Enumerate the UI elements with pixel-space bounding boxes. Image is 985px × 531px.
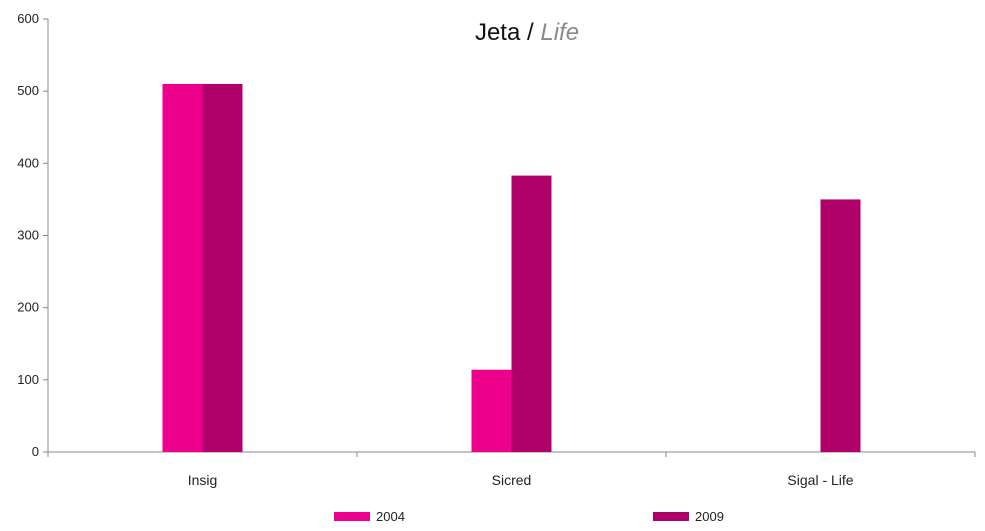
y-tick-label: 400 (17, 155, 39, 170)
bar-2009-1 (511, 175, 552, 452)
y-tick-label: 600 (17, 11, 39, 26)
legend-swatch-2009 (653, 512, 689, 521)
chart-title-main: Jeta (475, 19, 521, 46)
y-tick-label: 200 (17, 300, 39, 315)
x-category-label: Sigal - Life (787, 472, 853, 488)
y-tick-label: 100 (17, 372, 39, 387)
axis-labels: 0 100 200 300 400 500 600 Insig Sicred Sigal - Li… (17, 11, 853, 488)
legend-label: 2009 (695, 509, 724, 524)
chart-title-subtitle: Life (540, 19, 579, 46)
bars (162, 83, 861, 452)
y-tick-label: 500 (17, 83, 39, 98)
legend-swatch-2004 (334, 512, 370, 521)
bar-2009-2 (820, 199, 861, 452)
x-category-label: Sicred (492, 472, 532, 488)
bar-2004-1 (471, 369, 512, 452)
bar-2009-0 (202, 83, 243, 452)
y-tick-label: 300 (17, 228, 39, 243)
legend: 2004 2009 (334, 509, 724, 524)
chart-title: Jeta / Life (475, 19, 579, 46)
y-tick-label: 0 (32, 444, 39, 459)
chart-title-separator: / (520, 19, 540, 46)
legend-label: 2004 (376, 509, 405, 524)
x-category-label: Insig (188, 472, 218, 488)
bar-2004-0 (162, 83, 203, 452)
